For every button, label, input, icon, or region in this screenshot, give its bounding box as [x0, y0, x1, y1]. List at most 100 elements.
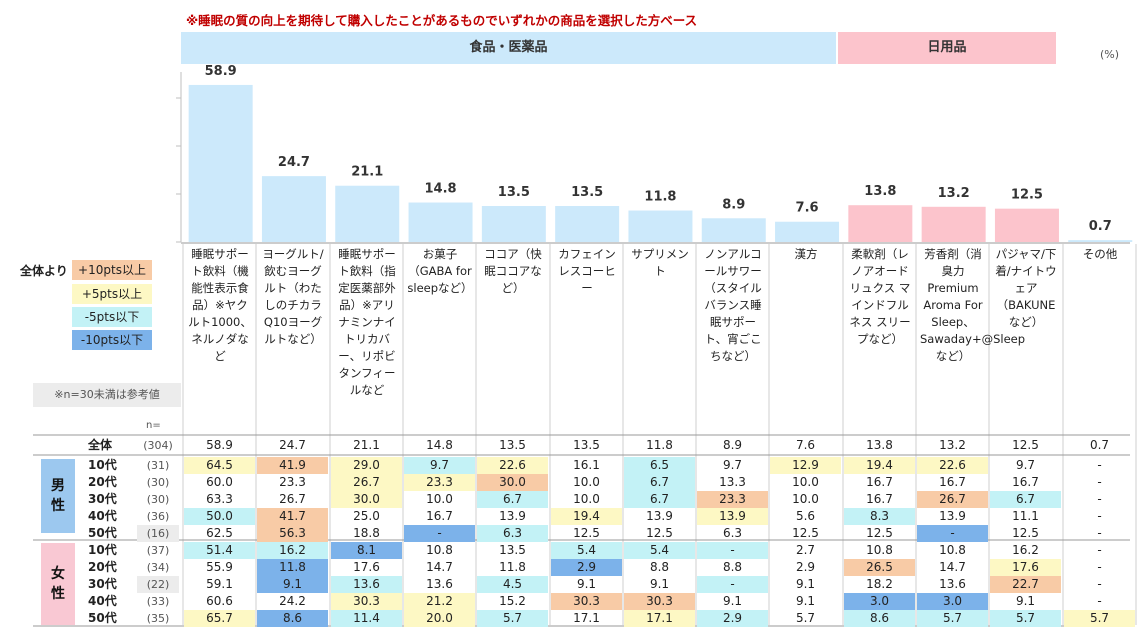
- category-label: 漢方: [794, 247, 818, 261]
- table-cell: 9.7: [404, 457, 475, 474]
- table-cell: 12.5: [1012, 526, 1039, 540]
- table-cell: 16.2: [1012, 543, 1039, 557]
- table-cell: 8.8: [649, 560, 670, 574]
- table-cell: 2.9: [795, 560, 816, 574]
- category-label: ヨーグルト/飲むヨーグルト（わたしのチカラQ10ヨーグルトなど）: [262, 247, 324, 346]
- table-cell: 21.2: [404, 593, 475, 610]
- table-cell: 22.6: [477, 457, 548, 474]
- row-sample-size: (304): [143, 439, 173, 452]
- table-cell: 17.1: [573, 611, 600, 625]
- table-cell: 5.7: [1064, 610, 1135, 627]
- table-cell: 10.0: [573, 475, 600, 489]
- table-cell: 12.5: [1012, 438, 1039, 452]
- row-label: 30代: [88, 492, 117, 506]
- table-cell: 5.4: [551, 542, 622, 559]
- table-cell: 13.5: [573, 438, 600, 452]
- bar-value-label: 14.8: [425, 182, 457, 197]
- row-label: 50代: [88, 526, 117, 540]
- table-cell: 6.7: [990, 491, 1061, 508]
- table-cell: 12.5: [866, 526, 893, 540]
- bar-1: [261, 176, 326, 242]
- table-cell: 7.6: [795, 438, 816, 452]
- table-cell: 58.9: [206, 438, 233, 452]
- table-cell: 5.7: [795, 611, 816, 625]
- category-label: ココア（快眠ココアなど）: [484, 247, 542, 295]
- group-header-daily-goods: 日用品: [838, 32, 1056, 64]
- table-cell: 60.6: [206, 594, 233, 608]
- category-label: その他: [1082, 247, 1118, 261]
- bar-2: [335, 185, 400, 242]
- table-cell: 50.0: [184, 508, 255, 525]
- category-label: カフェインレスコーヒー: [558, 247, 616, 295]
- table-cell: 26.7: [331, 474, 402, 491]
- table-cell: 64.5: [184, 457, 255, 474]
- table-cell: 3.0: [844, 593, 915, 610]
- row-sample-size: (30): [146, 476, 170, 489]
- table-cell: 8.9: [722, 438, 743, 452]
- bar-value-label: 7.6: [796, 201, 819, 216]
- table-cell: -: [1097, 594, 1102, 608]
- table-cell: 16.2: [257, 542, 328, 559]
- bar-10: [921, 206, 986, 242]
- table-cell: 20.0: [404, 610, 475, 627]
- row-label: 10代: [88, 458, 117, 472]
- table-cell: -: [1097, 509, 1102, 523]
- table-cell: 8.8: [722, 560, 743, 574]
- table-cell: 60.0: [206, 475, 233, 489]
- table-cell: 8.1: [331, 542, 402, 559]
- bar-value-label: 13.8: [864, 184, 896, 199]
- table-cell: 9.7: [1015, 458, 1036, 472]
- bar-3: [408, 202, 473, 242]
- table-cell: 30.3: [331, 593, 402, 610]
- table-cell: 19.4: [844, 457, 915, 474]
- table-cell: -: [697, 542, 768, 559]
- table-cell: 12.9: [770, 457, 841, 474]
- bar-8: [775, 221, 840, 242]
- table-cell: 13.9: [499, 509, 526, 523]
- table-cell: 16.7: [1012, 475, 1039, 489]
- table-cell: -: [697, 576, 768, 593]
- bar-12: [1068, 240, 1133, 242]
- row-sample-size: (30): [146, 493, 170, 506]
- row-label: 20代: [88, 560, 117, 574]
- row-label: 10代: [88, 543, 117, 557]
- table-cell: -: [1097, 526, 1102, 540]
- table-cell: 14.8: [426, 438, 453, 452]
- table-cell: 11.8: [646, 438, 673, 452]
- table-cell: 30.3: [624, 593, 695, 610]
- table-cell: 4.5: [477, 576, 548, 593]
- table-cell: 13.3: [719, 475, 746, 489]
- table-cell: 30.0: [331, 491, 402, 508]
- group-header-food-medicine: 食品・医薬品: [181, 32, 836, 64]
- table-cell: 0.7: [1089, 438, 1110, 452]
- table-cell: 22.6: [917, 457, 988, 474]
- category-label: お菓子（GABA for sleepなど）: [407, 247, 473, 295]
- legend-plus10: +10pts以上: [72, 260, 152, 280]
- table-cell: 6.3: [722, 526, 743, 540]
- row-sample-size: (36): [146, 510, 170, 523]
- table-cell: 9.1: [795, 594, 816, 608]
- table-cell: 26.5: [844, 559, 915, 576]
- table-cell: 14.7: [426, 560, 453, 574]
- table-cell: 10.0: [792, 475, 819, 489]
- table-cell: 16.7: [426, 509, 453, 523]
- bar-0: [188, 84, 253, 242]
- bar-value-label: 8.9: [722, 197, 745, 212]
- table-cell: 10.0: [792, 492, 819, 506]
- category-label: 芳香剤（消臭力 Premium Aroma For Sleep、Sawaday+…: [920, 247, 1026, 363]
- table-cell: 15.2: [499, 594, 526, 608]
- bar-4: [481, 206, 546, 242]
- table-cell: 9.1: [576, 577, 597, 591]
- table-cell: 51.4: [184, 542, 255, 559]
- table-cell: 19.4: [551, 508, 622, 525]
- bar-value-label: 21.1: [351, 165, 383, 180]
- bar-9: [848, 205, 913, 242]
- table-cell: 22.7: [990, 576, 1061, 593]
- table-cell: 17.1: [624, 610, 695, 627]
- row-label: 40代: [88, 594, 117, 608]
- row-label: 20代: [88, 475, 117, 489]
- table-cell: 62.5: [206, 526, 233, 540]
- table-cell: 30.3: [551, 593, 622, 610]
- table-cell: 6.5: [624, 457, 695, 474]
- bar-6: [628, 210, 693, 242]
